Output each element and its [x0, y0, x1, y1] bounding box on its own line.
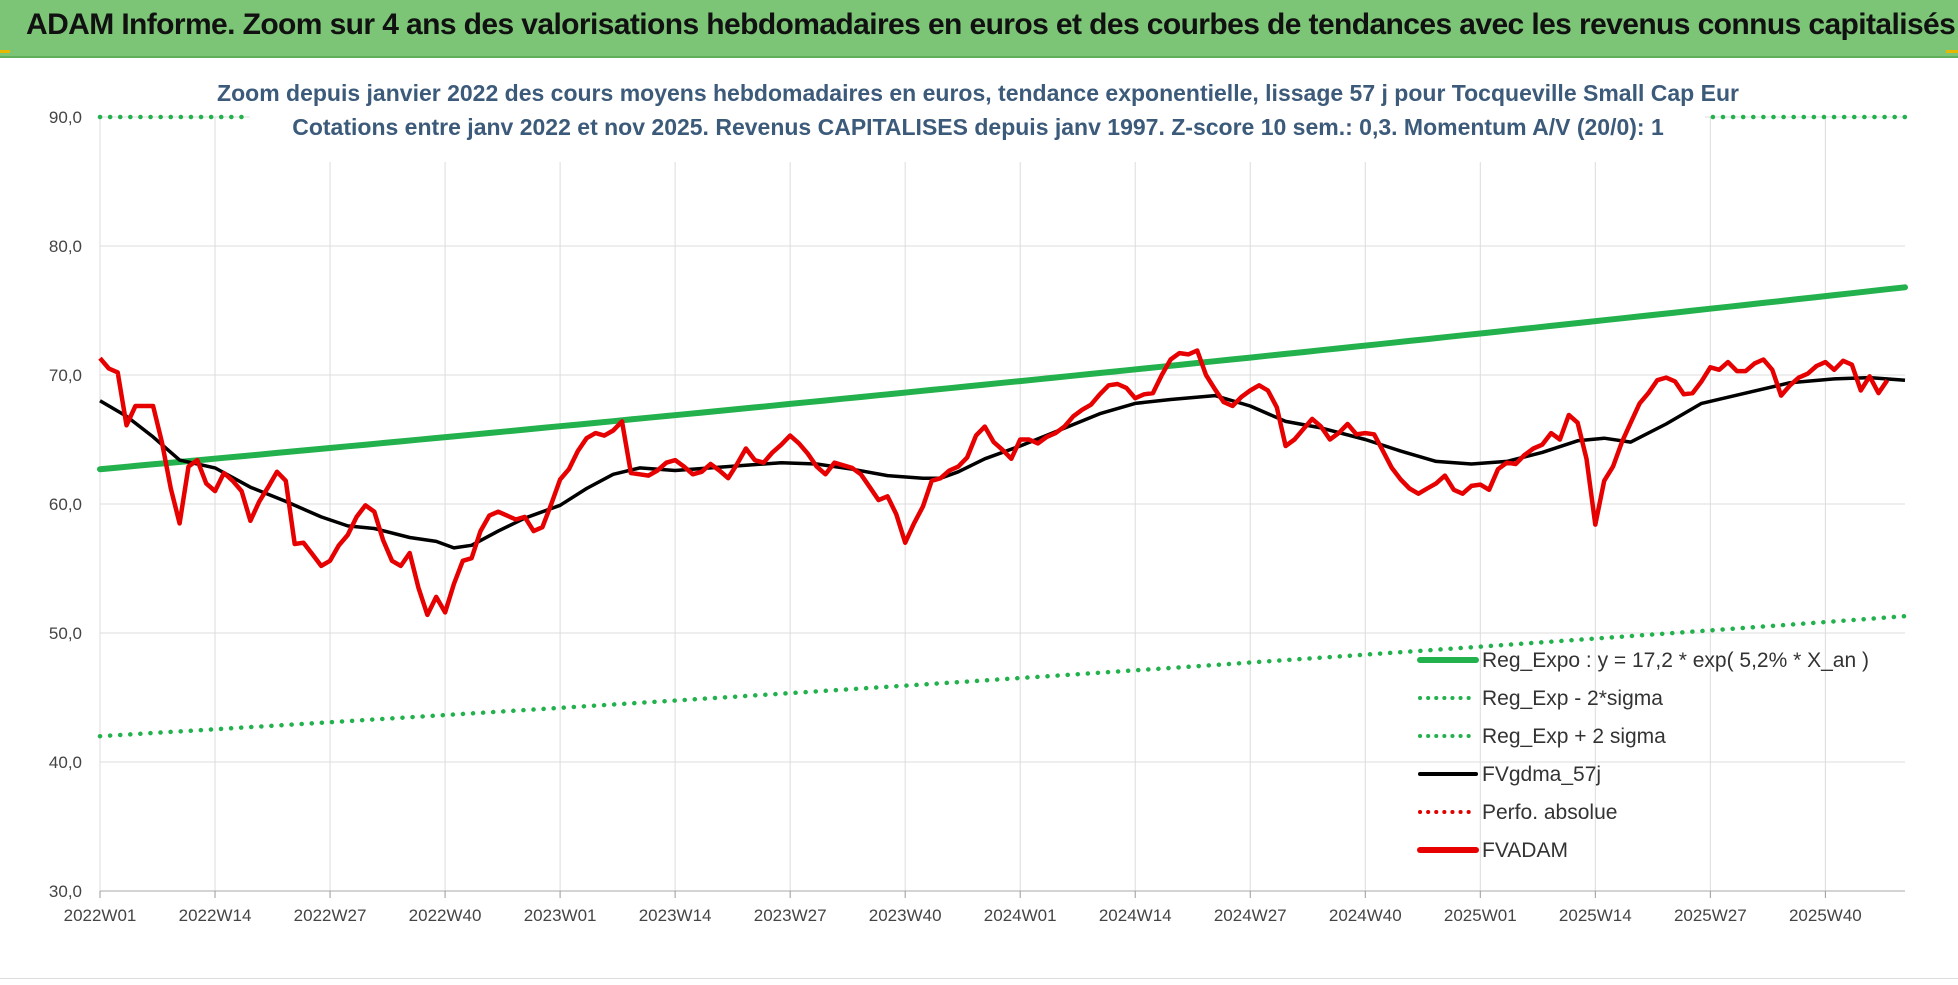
y-tick-label: 40,0: [49, 753, 82, 772]
x-tick-label: 2025W27: [1674, 906, 1747, 925]
legend-item: Reg_Exp + 2 sigma: [1418, 725, 1666, 748]
legend-label: Reg_Expo : y = 17,2 * exp( 5,2% * X_an ): [1482, 649, 1869, 672]
x-tick-label: 2025W14: [1559, 906, 1632, 925]
chart-legend: Reg_Expo : y = 17,2 * exp( 5,2% * X_an )…: [1417, 649, 1869, 862]
x-tick-label: 2024W01: [984, 906, 1057, 925]
legend-label: Perfo. absolue: [1482, 801, 1617, 824]
x-tick-label: 2023W14: [639, 906, 712, 925]
legend-item: FVADAM: [1417, 839, 1568, 862]
report-banner: ADAM Informe. Zoom sur 4 ans des valoris…: [0, 0, 1958, 58]
series-line-gdma: [99, 375, 1906, 550]
y-tick-label: 70,0: [49, 366, 82, 385]
x-tick-label: 2022W14: [179, 906, 252, 925]
legend-item: Perfo. absolue: [1418, 801, 1617, 824]
x-tick-label: 2022W27: [294, 906, 367, 925]
legend-item: FVgdma_57j: [1418, 763, 1601, 786]
series-layer: [97, 114, 1908, 739]
horizontal-gridlines: [100, 116, 1905, 892]
report-title: ADAM Informe. Zoom sur 4 ans des valoris…: [26, 8, 1956, 41]
y-tick-label: 80,0: [49, 237, 82, 256]
x-tick-label: 2022W01: [64, 906, 137, 925]
x-tick-label: 2024W27: [1214, 906, 1287, 925]
legend-label: Reg_Exp + 2 sigma: [1482, 725, 1666, 748]
y-tick-label: 30,0: [49, 882, 82, 901]
series-line-fvadam: [98, 348, 1890, 618]
y-axis-ticks: 30,0 40,0 50,0 60,0 70,0 80,0 90,0: [49, 108, 82, 901]
bottom-border: [0, 978, 1958, 985]
x-tick-label: 2023W27: [754, 906, 827, 925]
subtitle-background: [250, 70, 1705, 162]
chart-subtitle-line2: Cotations entre janv 2022 et nov 2025. R…: [292, 114, 1664, 140]
chart-subtitle-line1: Zoom depuis janvier 2022 des cours moyen…: [217, 80, 1739, 106]
series-line-reg_expo: [97, 284, 1908, 473]
legend-item: Reg_Exp - 2*sigma: [1418, 687, 1663, 710]
x-tick-label: 2025W40: [1789, 906, 1862, 925]
legend-label: FVADAM: [1482, 839, 1568, 862]
valuation-line-chart: Zoom depuis janvier 2022 des cours moyen…: [49, 70, 1908, 925]
legend-label: Reg_Exp - 2*sigma: [1482, 687, 1663, 710]
legend-item: Reg_Expo : y = 17,2 * exp( 5,2% * X_an ): [1417, 649, 1869, 672]
banner-corner-right: [1946, 50, 1958, 53]
x-tick-label: 2025W01: [1444, 906, 1517, 925]
x-tick-label: 2022W40: [409, 906, 482, 925]
y-tick-label: 50,0: [49, 624, 82, 643]
x-tick-label: 2024W14: [1099, 906, 1172, 925]
x-tick-label: 2024W40: [1329, 906, 1402, 925]
x-tick-label: 2023W40: [869, 906, 942, 925]
x-tick-label: 2023W01: [524, 906, 597, 925]
banner-corner-left: [0, 50, 10, 53]
y-tick-label: 60,0: [49, 495, 82, 514]
series-line-lower: [97, 613, 1908, 739]
x-axis-ticks: 2022W01 2022W14 2022W27 2022W40 2023W01 2023W…: [64, 891, 1862, 925]
y-tick-label: 90,0: [49, 108, 82, 127]
legend-label: FVgdma_57j: [1482, 763, 1601, 786]
